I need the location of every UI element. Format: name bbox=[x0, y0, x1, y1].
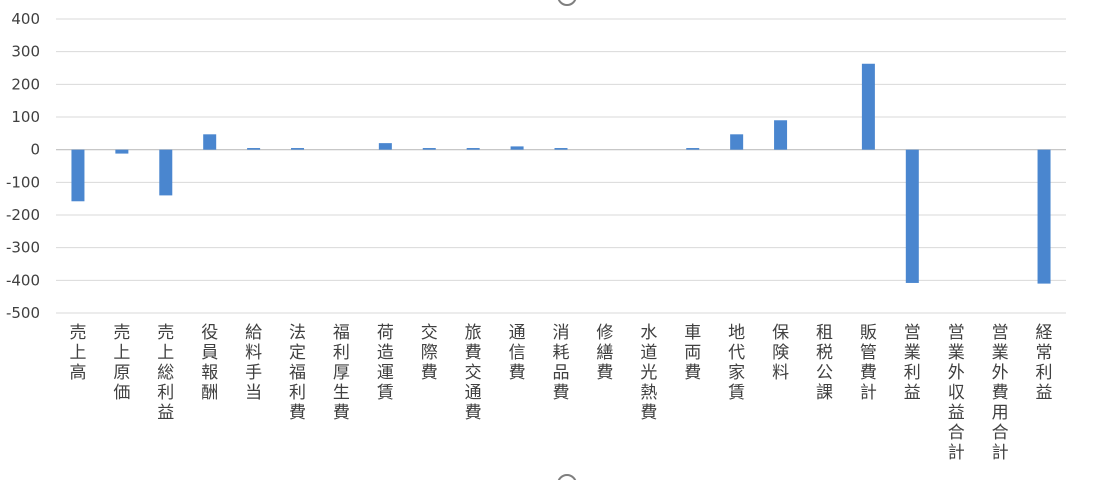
bar-19[interactable] bbox=[905, 149, 919, 283]
category-label: 役員報酬 bbox=[201, 323, 218, 403]
category-label: 荷造運賃 bbox=[377, 323, 394, 403]
bar-18[interactable] bbox=[861, 63, 875, 150]
category-label: 旅費交通費 bbox=[465, 323, 482, 423]
category-label: 営業外費用合計 bbox=[992, 323, 1009, 463]
category-label: 交際費 bbox=[421, 323, 438, 383]
bar-0[interactable] bbox=[71, 149, 85, 202]
category-label: 営業外収益合計 bbox=[948, 323, 965, 463]
bar-7[interactable] bbox=[378, 143, 392, 150]
category-label: 経常利益 bbox=[1036, 323, 1053, 403]
bar-14[interactable] bbox=[686, 148, 700, 150]
category-label: 福利厚生費 bbox=[333, 323, 350, 423]
y-tick-label: -100 bbox=[6, 173, 40, 191]
category-label: 消耗品費 bbox=[553, 323, 570, 403]
y-tick-label: 100 bbox=[11, 108, 40, 126]
y-tick-label: -300 bbox=[6, 239, 40, 257]
bar-4[interactable] bbox=[247, 148, 261, 150]
bar-22[interactable] bbox=[1037, 149, 1051, 284]
bar-8[interactable] bbox=[422, 148, 436, 150]
category-label: 給料手当 bbox=[245, 323, 262, 403]
y-tick-label: -500 bbox=[6, 304, 40, 322]
category-label: 売上原価 bbox=[113, 323, 130, 403]
category-label: 営業利益 bbox=[904, 323, 921, 403]
bar-3[interactable] bbox=[203, 134, 217, 150]
category-label: 車両費 bbox=[684, 323, 701, 383]
bar-15[interactable] bbox=[730, 134, 744, 150]
category-label: 通信費 bbox=[509, 323, 526, 383]
category-label: 地代家賃 bbox=[728, 323, 745, 403]
category-label: 修繕費 bbox=[596, 323, 613, 383]
bar-5[interactable] bbox=[291, 148, 305, 150]
bars bbox=[71, 63, 1051, 284]
y-tick-label: 200 bbox=[11, 75, 40, 93]
selection-handle-bottom[interactable] bbox=[557, 474, 577, 480]
y-tick-label: -200 bbox=[6, 206, 40, 224]
category-label: 法定福利費 bbox=[289, 323, 306, 423]
bar-1[interactable] bbox=[115, 149, 129, 154]
category-labels: 売上高 売上原価 売上総利益 役員報酬 給料手当 法定福利費 福利厚生費 荷造運賃 交際費 旅費交… bbox=[69, 323, 1052, 463]
selection-handle-top[interactable] bbox=[557, 0, 577, 6]
bar-9[interactable] bbox=[466, 148, 480, 150]
category-label: 租税公課 bbox=[816, 323, 833, 403]
category-label: 水道光熱費 bbox=[640, 323, 657, 423]
category-label: 売上総利益 bbox=[157, 323, 174, 423]
bar-2[interactable] bbox=[159, 149, 173, 196]
category-label: 販管費計 bbox=[860, 323, 877, 403]
bar-11[interactable] bbox=[554, 148, 568, 150]
y-axis-ticks: 400 300 200 100 0 -100 -200 -300 -400 -500 bbox=[6, 10, 40, 322]
y-tick-label: 0 bbox=[30, 141, 40, 159]
y-tick-label: 400 bbox=[11, 10, 40, 28]
bar-10[interactable] bbox=[510, 146, 524, 150]
category-label: 保険料 bbox=[772, 323, 789, 383]
y-tick-label: -400 bbox=[6, 271, 40, 289]
category-label: 売上高 bbox=[69, 323, 86, 383]
bar-16[interactable] bbox=[774, 120, 788, 150]
y-tick-label: 300 bbox=[11, 43, 40, 61]
